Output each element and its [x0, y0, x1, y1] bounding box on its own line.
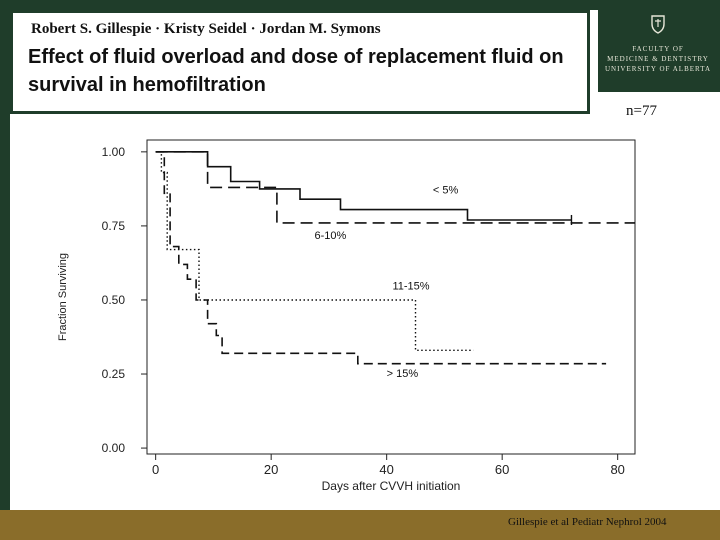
y-tick-label: 0.00: [102, 441, 126, 455]
y-tick-label: 0.50: [102, 293, 126, 307]
paper-authors: Robert S. Gillespie · Kristy Seidel · Jo…: [31, 21, 381, 37]
survival-chart: 0 20 40 60 80 0.00 0.25 0.50 0.75 1.00 Days after …: [57, 139, 636, 493]
left-band: [0, 10, 10, 510]
logo-line: University of Alberta: [604, 65, 712, 73]
top-bar: [0, 0, 720, 10]
x-tick-label: 20: [264, 462, 278, 477]
faculty-logo-text: Faculty of Medicine & Dentistry Universi…: [600, 44, 716, 74]
series-annotation: 11-15%: [392, 281, 429, 293]
series-line-dotted: [155, 151, 474, 352]
y-tick-label: 0.25: [102, 367, 126, 381]
y-axis-label: Fraction Surviving: [57, 253, 69, 341]
series-line-dashed: [155, 150, 635, 224]
sample-size-label: n=77: [626, 103, 657, 119]
series-annotation: > 15%: [387, 368, 419, 380]
citation: Gillespie et al Pediatr Nephrol 2004: [508, 516, 667, 528]
y-tick-label: 1.00: [102, 145, 126, 159]
title-box: Robert S. Gillespie · Kristy Seidel · Jo…: [10, 10, 590, 114]
series-line-solid: [155, 150, 572, 221]
x-tick-label: 0: [152, 462, 159, 477]
logo-line: Faculty of: [632, 45, 684, 53]
series-line-longdash: [155, 150, 607, 365]
x-axis-label: Days after CVVH initiation: [322, 479, 461, 493]
crest-icon: [651, 15, 665, 34]
x-tick-label: 40: [379, 462, 393, 477]
x-tick-label: 60: [495, 462, 509, 477]
series-annotation: 6-10%: [314, 230, 346, 242]
series-annotation: < 5%: [433, 184, 459, 196]
logo-line: Medicine & Dentistry: [607, 55, 709, 63]
paper-title: Effect of fluid overload and dose of rep…: [28, 46, 564, 96]
bottom-bar: [0, 510, 720, 540]
plot-frame: [146, 139, 636, 455]
y-tick-label: 0.75: [102, 219, 126, 233]
x-tick-label: 80: [610, 462, 624, 477]
